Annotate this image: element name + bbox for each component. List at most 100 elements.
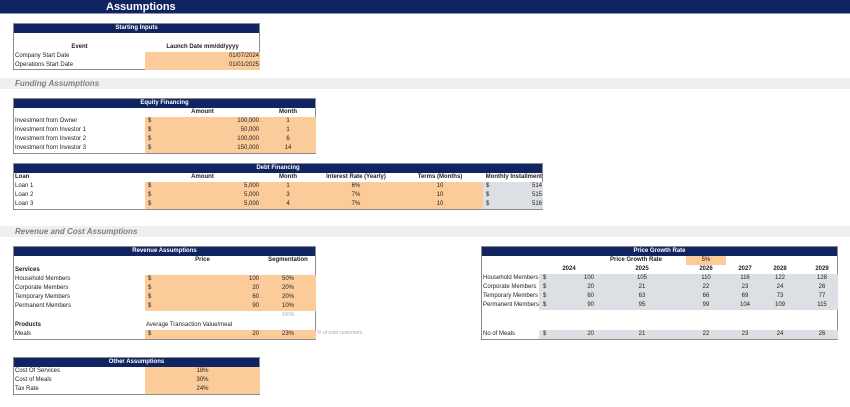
growth-rate-input[interactable]: 5% [686, 256, 726, 265]
growth-row-label: Permanent Members [483, 302, 540, 308]
meals-price-input[interactable]: 20 [252, 331, 259, 337]
operations-start-input[interactable]: 01/01/2025 [145, 61, 260, 70]
other-input-bg [145, 367, 260, 394]
growth-value: 99 [702, 302, 710, 308]
loan-rate-input[interactable]: 7% [351, 201, 361, 207]
equity-amount-input[interactable]: 50,000 [240, 127, 259, 133]
loan-rate-input[interactable]: 6% [351, 183, 361, 189]
growth-value: 100 [583, 275, 594, 281]
products-label: Products [15, 322, 42, 328]
debt-header: Debt Financing [14, 164, 542, 173]
loan-label: Loan 2 [15, 192, 34, 198]
loan-installment: 516 [531, 201, 542, 207]
debt-input-bg [145, 182, 483, 209]
equity-row-label: Investment from Investor 2 [15, 136, 87, 142]
growth-value: 109 [774, 302, 785, 308]
service-price-input[interactable]: 60 [252, 294, 259, 300]
service-price-input[interactable]: 20 [252, 285, 259, 291]
service-seg-input[interactable]: 50% [281, 276, 294, 282]
service-label: Corporate Members [15, 285, 69, 291]
service-label: Permanent Members [15, 303, 72, 309]
loan-amount-input[interactable]: 5,000 [243, 183, 259, 189]
year-header: 2028 [773, 266, 787, 272]
col-amount: Amount [191, 174, 214, 180]
meals-value: 24 [776, 331, 784, 337]
equity-row-label: Investment from Owner [15, 118, 78, 124]
equity-month-input[interactable]: 6 [286, 136, 290, 142]
service-seg-input[interactable]: 20% [281, 285, 294, 291]
revenue-input-bg [145, 275, 316, 311]
section-funding-title: Funding Assumptions [15, 79, 100, 88]
cost-of-services-label: Cost Of Services [15, 368, 61, 374]
equity-month-input[interactable]: 1 [286, 118, 290, 124]
cost-of-services-input[interactable]: 18% [196, 368, 209, 374]
service-seg-input[interactable]: 20% [281, 294, 294, 300]
service-price-input[interactable]: 90 [252, 303, 259, 309]
growth-calc-bg [539, 274, 838, 310]
equity-month-input[interactable]: 1 [286, 127, 290, 133]
loan-month-input[interactable]: 3 [286, 192, 290, 198]
equity-month-input[interactable]: 14 [284, 145, 292, 151]
equity-financing-table: Equity Financing Amount Month Investment… [13, 98, 316, 154]
year-header: 2027 [738, 266, 752, 272]
growth-value: 21 [638, 284, 646, 290]
loan-label: Loan 1 [15, 183, 34, 189]
meals-value: 20 [587, 331, 594, 337]
meals-value: 23 [741, 331, 749, 337]
loan-amount-input[interactable]: 5,000 [243, 192, 259, 198]
loan-installment: 515 [531, 192, 542, 198]
growth-value: 73 [776, 293, 784, 299]
debt-calc-bg [483, 182, 543, 209]
meals-value: 21 [638, 331, 646, 337]
equity-row-label: Investment from Investor 3 [15, 145, 87, 151]
col-month: Month [279, 174, 297, 180]
year-header: 2026 [699, 266, 713, 272]
starting-inputs-table: Starting Inputs Event Launch Date mm/dd/… [13, 23, 260, 70]
growth-value: 122 [774, 275, 785, 281]
growth-value: 20 [587, 284, 594, 290]
currency-symbol: $ [148, 118, 152, 124]
currency-symbol: $ [543, 293, 547, 299]
year-header: 2024 [562, 266, 576, 272]
currency-symbol: $ [486, 183, 490, 189]
growth-value: 69 [741, 293, 749, 299]
cost-of-meals-input[interactable]: 30% [196, 377, 209, 383]
currency-symbol: $ [486, 192, 490, 198]
loan-month-input[interactable]: 1 [286, 183, 290, 189]
growth-value: 66 [702, 293, 710, 299]
tax-rate-label: Tax Rate [15, 386, 39, 392]
col-launch-date: Launch Date mm/dd/yyyy [166, 44, 239, 50]
currency-symbol: $ [148, 331, 152, 337]
growth-value: 128 [816, 275, 827, 281]
loan-terms-input[interactable]: 10 [436, 201, 444, 207]
col-terms: Terms (Months) [417, 174, 463, 180]
equity-amount-input[interactable]: 150,000 [237, 145, 259, 151]
meals-seg-input[interactable]: 23% [281, 331, 294, 337]
service-label: Temporary Members [15, 294, 71, 300]
col-price: Price [195, 257, 210, 263]
loan-month-input[interactable]: 4 [286, 201, 290, 207]
col-segmentation: Segmentation [268, 257, 308, 263]
loan-amount-input[interactable]: 5,000 [243, 201, 259, 207]
loan-rate-input[interactable]: 7% [351, 192, 361, 198]
equity-amount-input[interactable]: 100,000 [237, 136, 259, 142]
currency-symbol: $ [543, 275, 547, 281]
loan-terms-input[interactable]: 10 [436, 183, 444, 189]
currency-symbol: $ [148, 303, 152, 309]
currency-symbol: $ [543, 302, 547, 308]
avg-transaction-label: Average Transaction Value/meal [146, 322, 233, 328]
service-label: Household Members [15, 276, 71, 282]
service-seg-input[interactable]: 10% [281, 303, 294, 309]
currency-symbol: $ [148, 145, 152, 151]
service-price-input[interactable]: 100 [248, 276, 259, 282]
cost-of-meals-label: Cost of Meals [15, 377, 52, 383]
currency-symbol: $ [148, 127, 152, 133]
loan-terms-input[interactable]: 10 [436, 192, 444, 198]
currency-symbol: $ [543, 284, 547, 290]
equity-amount-input[interactable]: 100,000 [237, 118, 259, 124]
growth-value: 24 [776, 284, 784, 290]
company-start-input[interactable]: 01/07/2024 [145, 52, 260, 61]
page-title-bar: Assumptions [0, 0, 850, 14]
col-amount: Amount [191, 109, 214, 115]
tax-rate-input[interactable]: 24% [196, 386, 209, 392]
